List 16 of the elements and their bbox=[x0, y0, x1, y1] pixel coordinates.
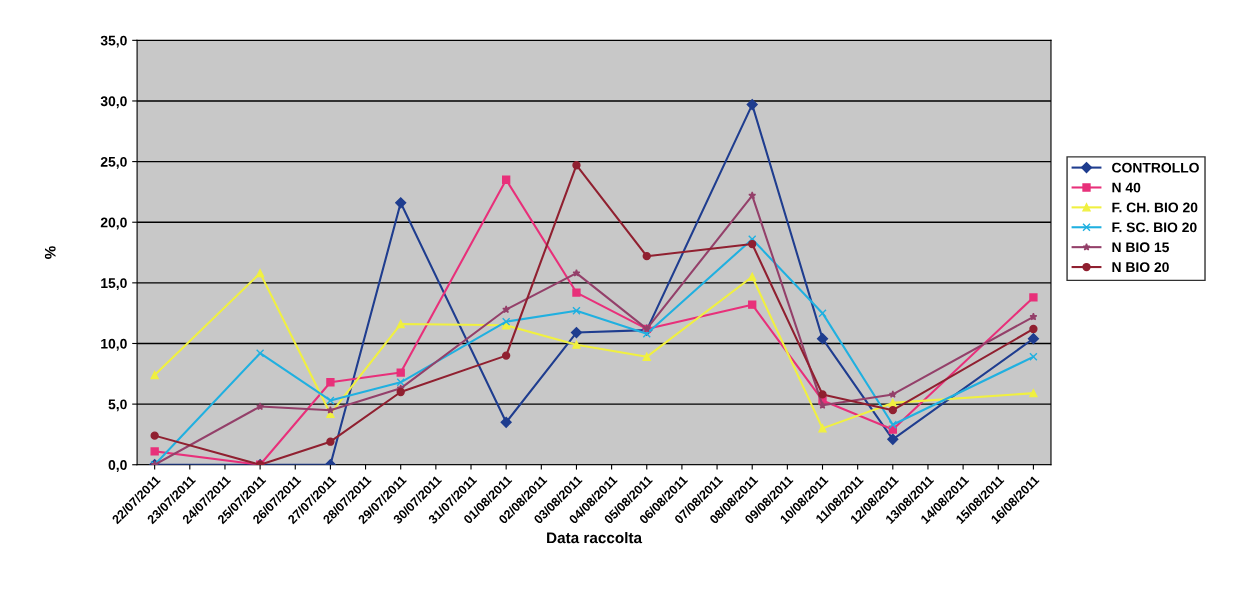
y-tick-label: 35,0 bbox=[100, 35, 127, 48]
legend-label: N BIO 15 bbox=[1112, 242, 1170, 253]
y-tick-label: 20,0 bbox=[100, 217, 127, 230]
y-tick-label: 10,0 bbox=[101, 338, 127, 351]
y-tick-label: 0,0 bbox=[108, 460, 127, 472]
y-axis-title: % bbox=[44, 246, 56, 259]
legend-label: N BIO 20 bbox=[1112, 262, 1169, 273]
legend-label: CONTROLLO bbox=[1112, 162, 1199, 173]
y-tick-label: 25,0 bbox=[100, 156, 127, 169]
x-axis-title: Data raccolta bbox=[547, 532, 643, 544]
legend-label: N 40 bbox=[1112, 182, 1141, 193]
y-tick-label: 15,0 bbox=[101, 278, 127, 291]
y-tick-label: 5,0 bbox=[108, 399, 127, 412]
legend-label: F. CH. BIO 20 bbox=[1112, 202, 1198, 213]
legend-label: F. SC. BIO 20 bbox=[1112, 222, 1197, 233]
y-tick-label: 30,0 bbox=[100, 96, 127, 109]
